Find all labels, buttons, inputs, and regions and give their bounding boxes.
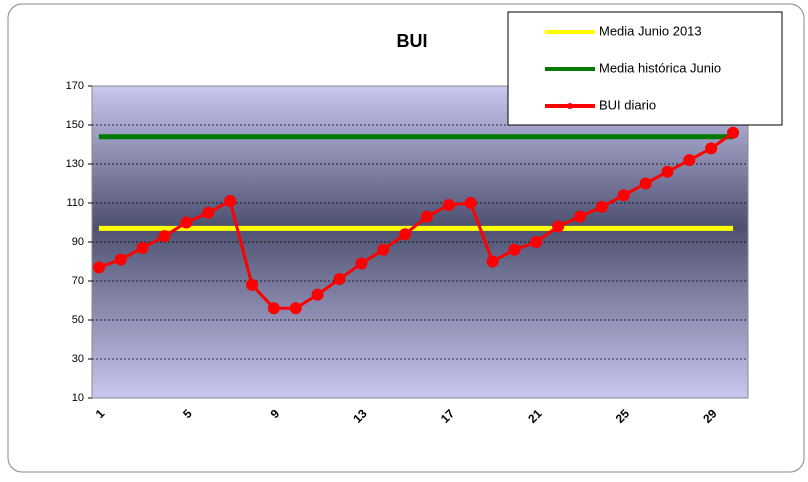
legend-label: Media histórica Junio [599,60,721,75]
point [267,302,280,315]
point [289,302,302,315]
point [574,210,586,223]
y-tick-label: 30 [72,353,84,365]
point [114,253,127,266]
point [683,154,696,167]
point [136,241,149,254]
legend-marker [567,103,573,109]
point [508,243,521,256]
y-tick-label: 70 [72,275,84,287]
point [399,228,412,241]
point [705,142,718,155]
point [639,177,652,190]
point [180,216,193,229]
point [377,243,390,256]
point [311,288,324,301]
point [442,198,455,211]
point [333,273,346,286]
point [92,261,105,274]
y-tick-label: 150 [66,119,84,131]
y-tick-label: 130 [66,158,84,170]
point [552,220,565,233]
point [355,257,368,270]
legend-label: BUI diario [599,97,656,112]
legend-label: Media Junio 2013 [599,23,702,38]
legend: Media Junio 2013 Media histórica Junio BUI… [507,11,783,126]
point [246,278,258,291]
point [420,210,433,223]
point [595,200,608,213]
point [617,189,630,202]
point [661,165,674,178]
y-tick-label: 110 [66,197,84,209]
point [202,206,215,219]
y-tick-label: 50 [72,314,84,326]
y-tick-label: 170 [66,80,84,92]
point [224,195,237,208]
point [727,126,740,139]
chart-title: BUI [397,31,428,51]
point [530,236,543,248]
point [464,197,477,209]
y-tick-label: 90 [72,236,84,248]
y-tick-label: 10 [72,392,84,404]
point [486,255,499,268]
point [158,230,171,243]
